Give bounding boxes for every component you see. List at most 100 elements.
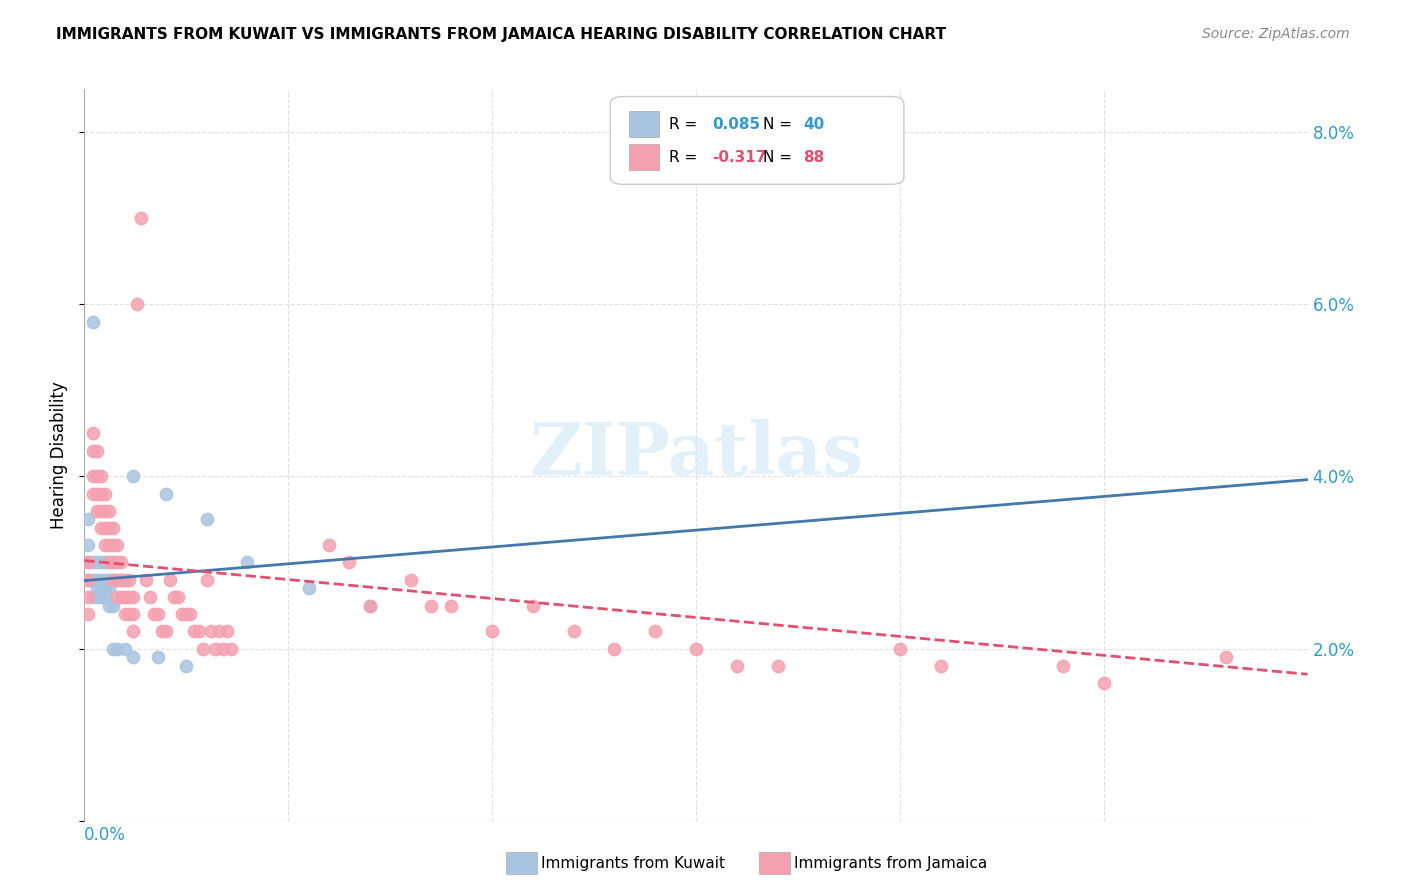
Point: [97, 538, 120, 552]
Point: [93, 556, 115, 570]
Point: [146, 607, 169, 621]
Point: [219, 641, 242, 656]
Point: [929, 658, 952, 673]
Point: [1052, 658, 1074, 673]
Point: [86, 590, 108, 604]
FancyBboxPatch shape: [610, 96, 904, 185]
Point: [122, 650, 145, 665]
Point: [150, 624, 173, 639]
Point: [82, 573, 104, 587]
Point: [298, 582, 321, 596]
Point: [82, 486, 104, 500]
Point: [481, 624, 503, 639]
Text: R =: R =: [669, 150, 697, 165]
Point: [725, 658, 748, 673]
Point: [105, 573, 128, 587]
Point: [77, 556, 100, 570]
Point: [97, 573, 120, 587]
Point: [191, 641, 214, 656]
Point: [101, 556, 124, 570]
Point: [93, 486, 115, 500]
Point: [97, 504, 120, 518]
Text: ZIPatlas: ZIPatlas: [529, 419, 863, 491]
Point: [114, 607, 136, 621]
Point: [118, 590, 141, 604]
Point: [101, 521, 124, 535]
Point: [93, 573, 115, 587]
Point: [90, 521, 112, 535]
Point: [127, 297, 149, 311]
Point: [90, 486, 112, 500]
Text: IMMIGRANTS FROM KUWAIT VS IMMIGRANTS FROM JAMAICA HEARING DISABILITY CORRELATION: IMMIGRANTS FROM KUWAIT VS IMMIGRANTS FRO…: [56, 27, 946, 42]
Point: [82, 590, 104, 604]
Point: [97, 556, 120, 570]
Point: [195, 512, 218, 526]
Text: Immigrants from Jamaica: Immigrants from Jamaica: [794, 856, 987, 871]
Point: [114, 590, 136, 604]
Point: [359, 599, 381, 613]
Point: [82, 314, 104, 328]
Point: [644, 624, 666, 639]
Text: N =: N =: [763, 150, 792, 165]
Point: [90, 573, 112, 587]
Point: [105, 538, 128, 552]
Point: [174, 607, 197, 621]
Point: [97, 599, 120, 613]
Point: [93, 538, 115, 552]
Point: [77, 590, 100, 604]
Point: [82, 556, 104, 570]
Point: [122, 624, 145, 639]
Text: -0.317: -0.317: [711, 150, 766, 165]
Point: [122, 590, 145, 604]
Point: [86, 469, 108, 483]
Y-axis label: Hearing Disability: Hearing Disability: [49, 381, 67, 529]
Text: N =: N =: [763, 117, 792, 132]
Point: [208, 624, 231, 639]
Point: [146, 650, 169, 665]
Point: [101, 538, 124, 552]
Point: [90, 582, 112, 596]
Point: [440, 599, 463, 613]
Point: [889, 641, 911, 656]
Point: [114, 573, 136, 587]
Point: [97, 521, 120, 535]
Point: [187, 624, 209, 639]
Point: [200, 624, 222, 639]
Point: [359, 599, 381, 613]
Text: 0.085: 0.085: [711, 117, 761, 132]
Point: [93, 582, 115, 596]
Point: [82, 469, 104, 483]
Point: [1215, 650, 1237, 665]
Point: [685, 641, 707, 656]
Point: [159, 573, 181, 587]
Point: [86, 504, 108, 518]
Point: [1092, 676, 1115, 690]
Point: [217, 624, 239, 639]
Point: [236, 556, 259, 570]
Point: [399, 573, 422, 587]
Point: [105, 641, 128, 656]
Point: [105, 556, 128, 570]
Point: [155, 486, 177, 500]
Point: [77, 538, 100, 552]
Point: [90, 469, 112, 483]
Point: [86, 486, 108, 500]
Bar: [628, 144, 659, 169]
Point: [86, 582, 108, 596]
Point: [135, 573, 157, 587]
Text: 88: 88: [804, 150, 825, 165]
Text: Immigrants from Kuwait: Immigrants from Kuwait: [541, 856, 725, 871]
Point: [110, 556, 132, 570]
Point: [93, 521, 115, 535]
Point: [105, 590, 128, 604]
Point: [86, 573, 108, 587]
Point: [110, 590, 132, 604]
Point: [172, 607, 194, 621]
Point: [77, 573, 100, 587]
Point: [101, 599, 124, 613]
Point: [122, 607, 145, 621]
Point: [110, 573, 132, 587]
Point: [179, 607, 201, 621]
Point: [90, 504, 112, 518]
Text: 0.0%: 0.0%: [84, 827, 127, 845]
